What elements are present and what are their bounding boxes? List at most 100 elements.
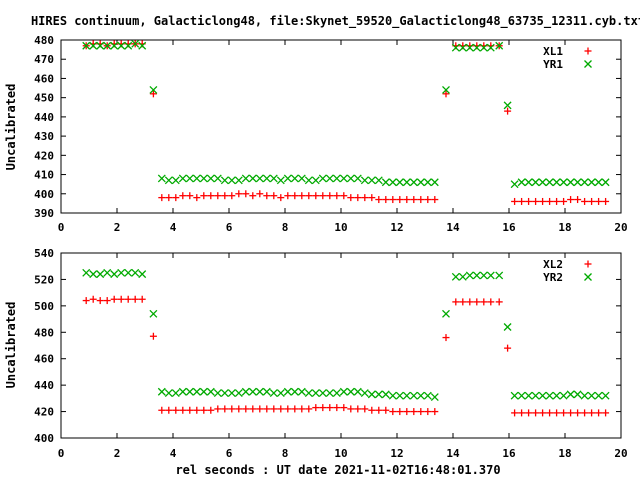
data-point-xl1: [235, 190, 243, 198]
data-point-yr2: [538, 391, 547, 400]
x-tick-label: 12: [390, 221, 403, 234]
data-point-yr2: [110, 270, 119, 279]
data-point-yr1: [339, 174, 348, 183]
data-point-xl2: [466, 298, 474, 306]
data-point-yr2: [423, 391, 432, 400]
data-point-xl1: [312, 192, 320, 200]
x-tick-label: 6: [226, 447, 233, 460]
data-point-xl2: [595, 409, 603, 417]
chart-title: HIRES continuum, Galacticlong48, file:Sk…: [31, 14, 640, 29]
data-point-yr1: [227, 176, 236, 185]
x-tick-label: 2: [114, 221, 121, 234]
y-tick-label: 400: [34, 432, 54, 445]
data-point-xl1: [424, 196, 432, 204]
data-point-yr2: [149, 309, 158, 318]
data-point-xl2: [511, 409, 519, 417]
data-point-xl1: [525, 197, 533, 205]
data-point-yr2: [206, 387, 215, 396]
y-tick-label: 460: [34, 72, 54, 85]
x-tick-label: 0: [58, 447, 65, 460]
data-point-xl1: [375, 196, 383, 204]
series-xl2: [82, 295, 610, 417]
data-point-xl2: [487, 298, 495, 306]
data-point-yr1: [269, 174, 278, 183]
data-point-xl2: [410, 408, 418, 416]
data-point-xl2: [602, 409, 610, 417]
data-point-xl1: [574, 196, 582, 204]
data-point-xl2: [567, 409, 575, 417]
data-point-yr1: [304, 176, 313, 185]
data-point-xl2: [186, 406, 194, 414]
data-point-xl2: [207, 406, 215, 414]
data-point-xl2: [149, 332, 157, 340]
data-point-xl2: [263, 405, 271, 413]
y-tick-label: 540: [34, 247, 54, 260]
data-point-yr1: [531, 178, 540, 187]
data-point-xl2: [312, 404, 320, 412]
data-point-yr1: [423, 178, 432, 187]
y-tick-label: 480: [34, 326, 54, 339]
data-point-yr1: [248, 174, 257, 183]
data-point-xl1: [333, 192, 341, 200]
data-point-xl1: [504, 107, 512, 115]
legend-marker-yr2: [584, 273, 592, 281]
data-point-yr1: [213, 174, 222, 183]
x-tick-label: 18: [558, 221, 571, 234]
data-point-yr2: [318, 389, 327, 398]
data-point-yr1: [332, 174, 341, 183]
data-point-xl2: [588, 409, 596, 417]
data-point-yr2: [451, 272, 460, 281]
x-tick-label: 12: [390, 447, 403, 460]
data-point-xl2: [256, 405, 264, 413]
data-point-xl1: [256, 190, 264, 198]
data-point-xl1: [389, 196, 397, 204]
data-point-xl2: [242, 405, 250, 413]
data-point-yr1: [206, 174, 215, 183]
data-point-xl2: [396, 408, 404, 416]
data-point-xl2: [574, 409, 582, 417]
data-point-xl1: [207, 192, 215, 200]
data-point-yr2: [409, 391, 418, 400]
x-tick-label: 0: [58, 221, 65, 234]
y-tick-label: 420: [34, 406, 54, 419]
data-point-yr1: [262, 174, 271, 183]
y-tick-label: 470: [34, 53, 54, 66]
data-point-xl1: [368, 194, 376, 202]
data-point-yr2: [255, 387, 264, 396]
y-tick-label: 520: [34, 273, 54, 286]
top-panel: 0 2 4 6 8 10 12 14 16 18 20 390 400 410 420 430 440 450 46…: [4, 34, 628, 234]
series-yr1: [82, 39, 610, 189]
data-point-yr2: [297, 387, 306, 396]
y-tick-label: 430: [34, 130, 54, 143]
legend-label-xl1: XL1: [543, 45, 563, 58]
data-point-xl2: [117, 295, 125, 303]
data-point-yr1: [442, 86, 450, 94]
data-point-xl1: [511, 197, 519, 205]
x-axis-label: rel seconds : UT date 2021-11-02T16:48:0…: [175, 463, 500, 477]
data-point-yr1: [283, 174, 292, 183]
data-point-yr2: [580, 391, 589, 400]
x-tick-label: 4: [170, 447, 177, 460]
data-point-yr2: [353, 387, 362, 396]
data-point-xl2: [480, 298, 488, 306]
x-tick-label: 14: [446, 221, 460, 234]
y-tick-label: 440: [34, 379, 54, 392]
data-point-yr2: [332, 389, 341, 398]
data-point-yr2: [199, 387, 208, 396]
data-point-yr2: [458, 272, 467, 281]
data-point-yr2: [495, 271, 504, 280]
data-point-yr1: [199, 174, 208, 183]
data-point-yr1: [388, 178, 397, 187]
data-point-xl1: [553, 197, 561, 205]
data-point-yr2: [82, 268, 91, 277]
data-point-xl1: [431, 196, 439, 204]
data-point-xl2: [459, 298, 467, 306]
legend-label-xl2: XL2: [543, 258, 563, 271]
data-point-xl2: [158, 406, 166, 414]
data-point-yr2: [503, 323, 512, 331]
y-axis-label: Uncalibrated: [4, 84, 18, 171]
data-point-yr1: [367, 176, 376, 185]
data-point-xl1: [567, 196, 575, 204]
data-point-yr2: [346, 387, 355, 396]
